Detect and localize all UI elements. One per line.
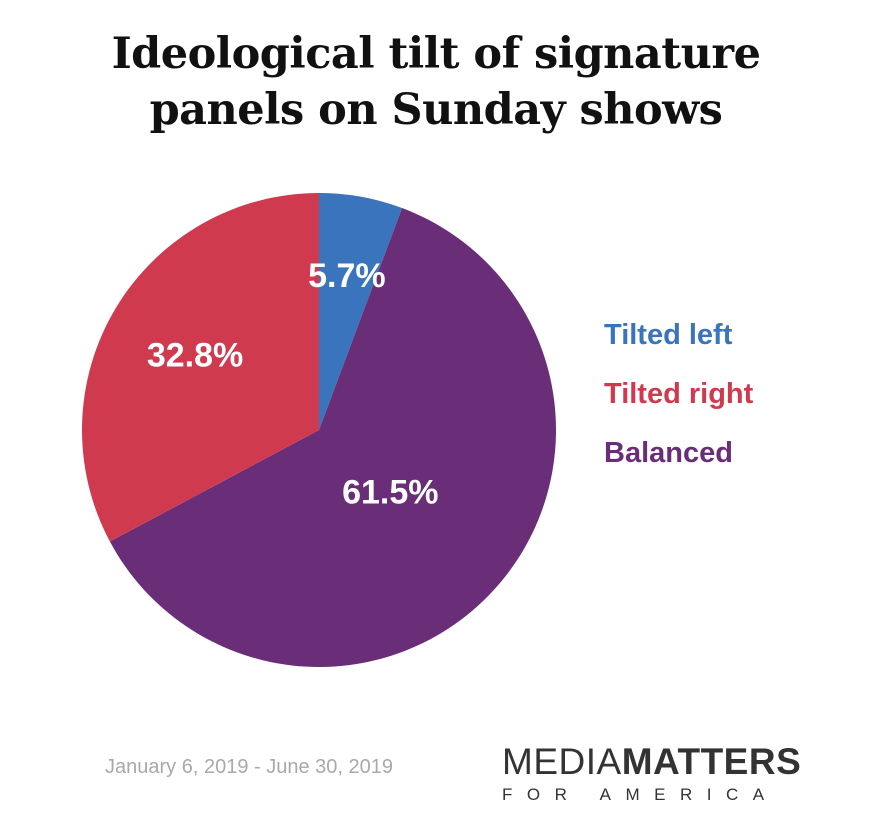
- pie-label-tilted-left: 5.7%: [308, 257, 386, 295]
- pie-label-tilted-right: 32.8%: [147, 337, 243, 375]
- pie-slice-tilted-left: [319, 193, 403, 430]
- chart-title-line-2: panels on Sunday shows: [149, 85, 723, 135]
- chart-title: Ideological tilt of signature panels on …: [0, 26, 872, 138]
- pie-slices: [82, 193, 557, 668]
- legend-item-tilted-left: Tilted left: [604, 319, 733, 351]
- logo-media: MEDIA: [502, 741, 622, 782]
- legend: Tilted left Tilted right Balanced: [604, 306, 753, 483]
- legend-item-tilted-right: Tilted right: [604, 378, 754, 410]
- media-matters-logo: MEDIAMATTERS FOR AMERICA: [502, 742, 828, 806]
- legend-item-balanced: Balanced: [604, 437, 733, 469]
- pie-slice-balanced: [109, 208, 557, 668]
- pie-labels: 5.7% 61.5% 32.8%: [147, 257, 439, 511]
- logo-wordmark: MEDIAMATTERS: [502, 742, 828, 782]
- chart-title-line-1: Ideological tilt of signature: [111, 29, 761, 79]
- pie-slice-tilted-right: [82, 193, 320, 542]
- logo-matters: MATTERS: [621, 741, 802, 782]
- date-range: January 6, 2019 - June 30, 2019: [105, 756, 393, 778]
- logo-for-america: FOR AMERICA: [502, 785, 779, 804]
- pie-label-balanced: 61.5%: [342, 473, 438, 511]
